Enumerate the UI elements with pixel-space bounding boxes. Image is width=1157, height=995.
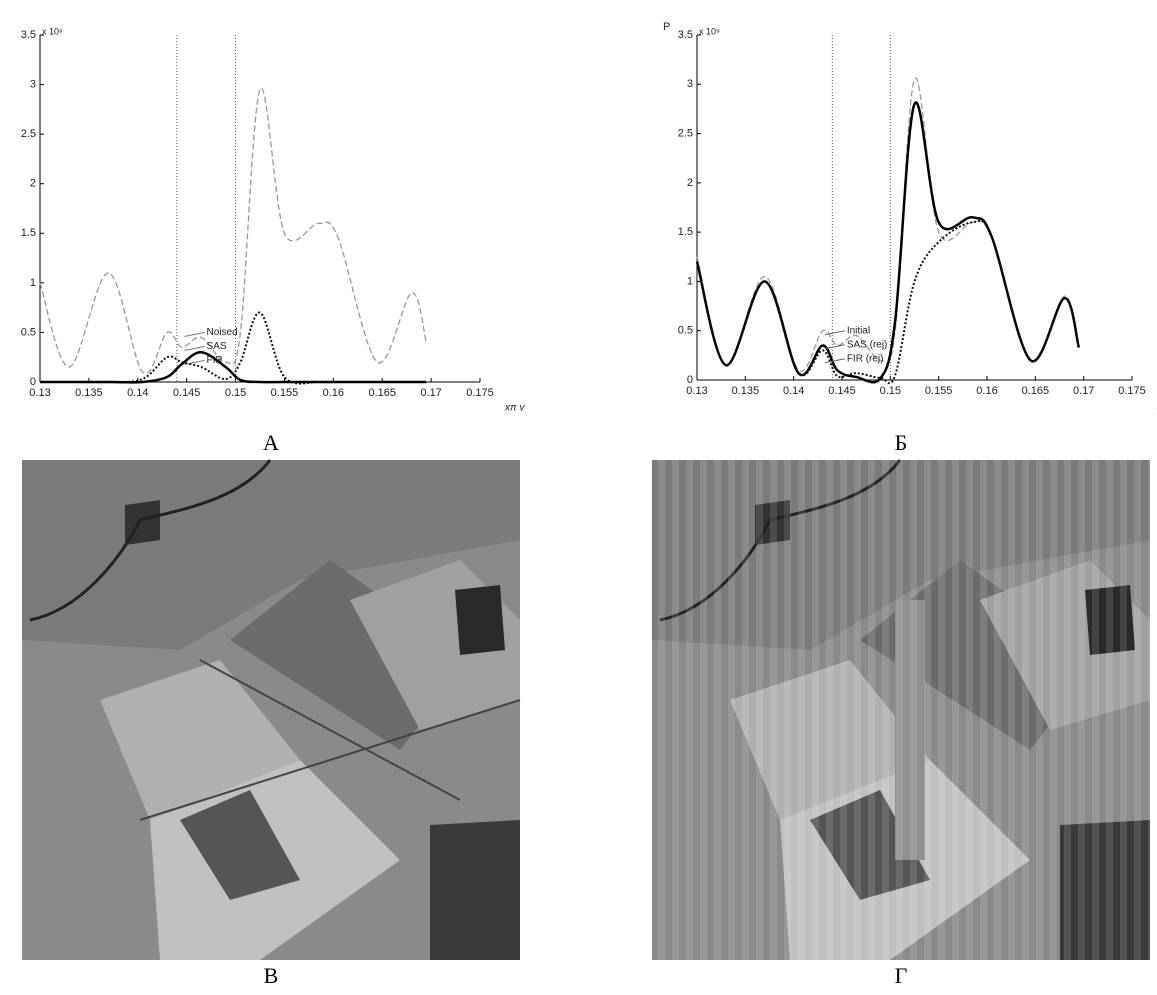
x-tick-label: 0.155 (925, 385, 953, 397)
caption: В (264, 963, 279, 988)
x-tick-label: 0.135 (732, 385, 760, 397)
y-tick-label: 2 (687, 177, 693, 189)
x-tick-label: 0.145 (173, 387, 201, 399)
legend-label: SAS (207, 341, 227, 352)
legend-leader (824, 358, 845, 364)
caption: Г (895, 963, 908, 988)
caption: А (263, 430, 279, 455)
series-line (695, 101, 1081, 384)
legend-leader (824, 330, 845, 336)
y-tick-label: 0 (687, 374, 693, 386)
y-tick-label: 2 (30, 178, 36, 190)
y-tick-label: 1.5 (21, 227, 36, 239)
x-tick-label: 0.13 (29, 387, 50, 399)
y-tick-label: 3 (30, 78, 36, 90)
y-tick-label: 1 (30, 277, 36, 289)
x-tick-label: 0.165 (1022, 385, 1050, 397)
legend-leader (184, 359, 205, 365)
x-tick-label: 0.14 (783, 385, 804, 397)
series-line (696, 219, 1080, 385)
x-tick-label: 0.15 (225, 387, 246, 399)
legend-label: FIR (207, 355, 223, 366)
legend-label: FIR (rej) (847, 353, 884, 364)
x-tick-label: 0.17 (420, 387, 441, 399)
y-tick-label: 1.5 (678, 226, 693, 238)
y-tick-label: 2.5 (21, 128, 36, 140)
filtered-image (652, 459, 1150, 960)
y-tick-label: 0.5 (21, 326, 36, 338)
x-axis-label: xπ v (504, 403, 525, 414)
x-tick-label: 0.14 (127, 387, 148, 399)
legend-leader (184, 331, 205, 337)
x-tick-label: 0.15 (880, 385, 901, 397)
series-line (39, 87, 427, 375)
y-tick-label: 1 (687, 275, 693, 287)
y-multiplier: x 10⁹ (42, 26, 63, 36)
x-tick-label: 0.165 (368, 387, 396, 399)
x-tick-label: 0.16 (323, 387, 344, 399)
legend-leader (184, 345, 205, 351)
caption: Б (895, 430, 908, 455)
x-tick-label: 0.17 (1073, 385, 1094, 397)
x-tick-label: 0.145 (828, 385, 856, 397)
x-tick-label: 0.16 (976, 385, 997, 397)
y-tick-label: 0 (30, 376, 36, 388)
y-axis-label: P (663, 21, 670, 33)
legend-label: Initial (847, 325, 870, 336)
series-line (696, 77, 1080, 372)
x-tick-label: 0.175 (466, 387, 494, 399)
legend-label: Noised (207, 327, 238, 338)
x-tick-label: 0.175 (1118, 385, 1146, 397)
x-tick-label: 0.155 (271, 387, 299, 399)
legend-label: SAS (rej) (847, 339, 888, 350)
y-tick-label: 3 (687, 78, 693, 90)
aerial-image (22, 459, 521, 960)
y-tick-label: 3.5 (21, 29, 36, 41)
x-tick-label: 0.135 (75, 387, 103, 399)
x-tick-label: 0.13 (686, 385, 707, 397)
y-tick-label: 3.5 (678, 29, 693, 41)
y-multiplier: x 10⁹ (699, 26, 720, 36)
y-tick-label: 2.5 (678, 127, 693, 139)
y-tick-label: 0.5 (678, 325, 693, 337)
series-line (40, 351, 427, 384)
legend-leader (824, 344, 845, 350)
